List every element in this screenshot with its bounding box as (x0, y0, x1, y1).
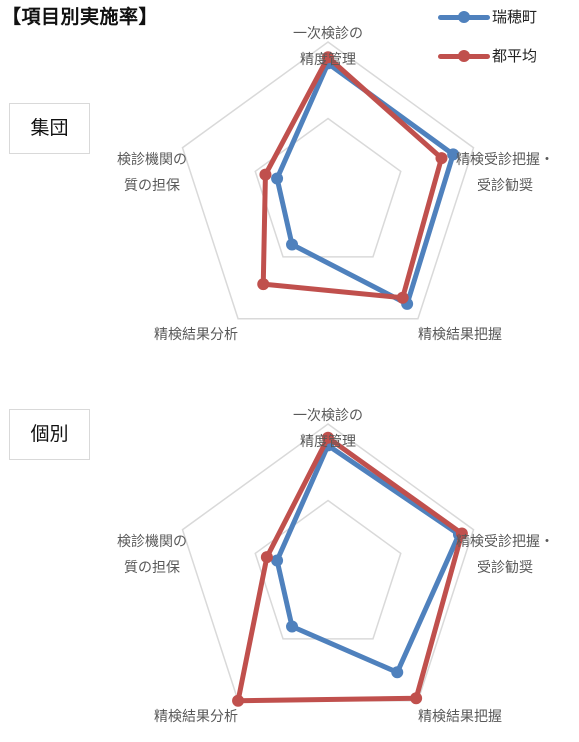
data-point-tokyo-average-first-screening (322, 51, 334, 64)
series-line-tokyo-average (235, 435, 465, 704)
axis-label-line: 検診機関の (117, 534, 187, 550)
data-point-tokyo-average-result-analysis (232, 694, 245, 707)
data-point-mizuho-facility-quality (271, 172, 284, 185)
axis-label-line: 一次検診の (293, 408, 363, 424)
axis-label-result-tracking: 精検結果把握 (418, 322, 502, 348)
data-point-mizuho-result-tracking (391, 666, 404, 679)
axis-label-line: 検診機関の (117, 152, 187, 168)
series-line-tokyo-average (260, 54, 444, 301)
radar-plot (181, 41, 475, 320)
axis-label-result-analysis: 精検結果分析 (154, 322, 238, 348)
legend-swatch-marker (458, 11, 470, 23)
axis-label-result-analysis: 精検結果分析 (154, 704, 238, 730)
series-line-mizuho (274, 60, 456, 307)
data-point-tokyo-average-result-tracking (396, 291, 409, 304)
radar-gridline (181, 423, 475, 702)
data-point-mizuho-result-analysis (286, 620, 299, 633)
axis-label-follow-up-tracking: 精検受診把握・ 受診勧奨 (456, 147, 554, 199)
radar-chart-individual: 一次検診の精度管理精検受診把握・ 受診勧奨精検結果把握 精検結果分析 検診機関の質の担… (0, 402, 579, 742)
data-point-mizuho-follow-up-tracking (447, 148, 460, 161)
axis-label-first-screening: 一次検診の 精度管理 (293, 403, 363, 455)
axis-label-line: 精検結果分析 (154, 327, 238, 343)
page-title: 【項目別実施率】 (2, 6, 159, 28)
axis-label-line: 質の担保 (124, 560, 180, 576)
data-point-tokyo-average-first-screening (322, 431, 334, 444)
data-point-tokyo-average-facility-quality (260, 551, 273, 564)
axis-label-line: 受診勧奨 (477, 178, 533, 194)
legend-swatch-marker (458, 50, 470, 62)
data-point-mizuho-result-analysis (286, 238, 299, 251)
section-label-group: 集団 (9, 103, 90, 154)
axis-label-follow-up-tracking: 精検受診把握・ 受診勧奨 (456, 529, 554, 581)
data-point-tokyo-average-result-tracking (410, 692, 423, 705)
legend-label: 瑞穂町 (492, 8, 538, 26)
data-point-tokyo-average-result-analysis (257, 278, 270, 291)
data-point-tokyo-average-follow-up-tracking (435, 152, 448, 165)
data-point-tokyo-average-follow-up-tracking (455, 527, 468, 540)
axis-label-line: 精度管理 (300, 52, 356, 68)
axis-label-facility-quality: 検診機関の 質の担保 (117, 147, 187, 199)
axis-label-first-screening: 一次検診の 精度管理 (293, 21, 363, 73)
radar-gridline (181, 41, 475, 320)
radar-gridline (254, 499, 402, 640)
axis-label-facility-quality: 検診機関の 質の担保 (117, 529, 187, 581)
section-label-individual: 個別 (9, 409, 90, 460)
axis-label-line: 精度管理 (300, 434, 356, 450)
axis-label-result-tracking: 精検結果把握 (418, 704, 502, 730)
axis-label-line: 精検結果把握 (418, 327, 502, 343)
axis-label-line: 受診勧奨 (477, 560, 533, 576)
radar-chart-group: 一次検診の精度管理精検受診把握・ 受診勧奨精検結果把握 精検結果分析 検診機関の質の担… (0, 20, 579, 360)
radar-plot (181, 423, 475, 707)
axis-label-line: 精検受診把握・ (456, 152, 554, 168)
legend-label: 都平均 (492, 47, 538, 65)
radar-gridline (254, 117, 402, 258)
axis-label-line: 精検受診把握・ (456, 534, 554, 550)
axis-label-line: 質の担保 (124, 178, 180, 194)
series-line-mizuho (274, 442, 462, 675)
axis-label-line: 一次検診の (293, 26, 363, 42)
data-point-mizuho-facility-quality (271, 554, 284, 567)
axis-label-line: 精検結果分析 (154, 709, 238, 725)
data-point-tokyo-average-facility-quality (259, 168, 272, 181)
axis-label-line: 精検結果把握 (418, 709, 502, 725)
